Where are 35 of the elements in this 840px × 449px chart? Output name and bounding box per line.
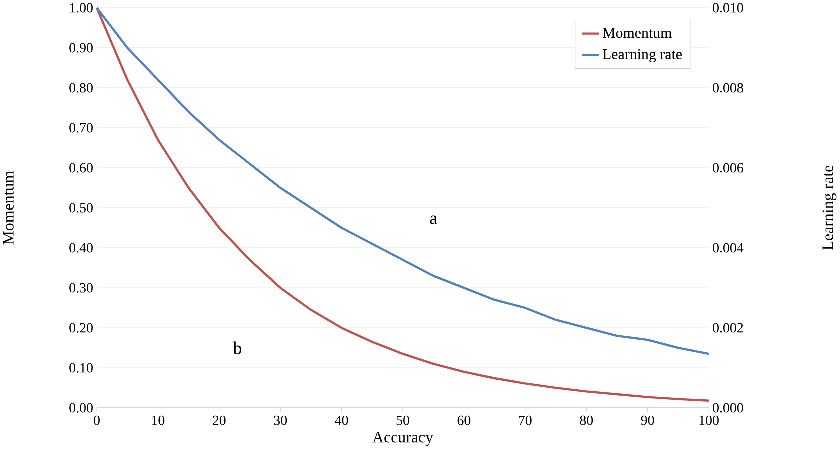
y-tick-label: 0.20: [70, 323, 93, 333]
y-tick-label: 0.60: [70, 163, 93, 173]
y2-tick-label: 0.008: [713, 83, 744, 93]
y2-tick-label: 0.010: [713, 3, 744, 13]
x-tick-label: 80: [580, 416, 594, 426]
y-axis-title: Momentum: [3, 171, 14, 245]
x-tick-label: 70: [519, 416, 532, 426]
x-tick-label: 30: [274, 416, 288, 426]
y-tick-label: 0.80: [70, 83, 93, 93]
x-tick-label: 40: [335, 416, 348, 426]
x-tick-label: 100: [700, 416, 719, 426]
x-tick-label: 90: [641, 416, 654, 426]
y2-tick-label: 0.006: [713, 163, 744, 173]
y2-tick-label: 0.004: [713, 243, 744, 253]
y-tick-label: 0.50: [70, 203, 93, 213]
annotation: b: [233, 342, 242, 354]
y-tick-label: 0.40: [70, 243, 93, 253]
x-tick-label: 50: [396, 416, 410, 426]
y-tick-label: 0.30: [70, 283, 93, 293]
y-tick-label: 0.10: [70, 363, 93, 373]
y2-tick-label: 0.002: [713, 323, 744, 333]
x-axis-title: Accuracy: [372, 432, 434, 446]
y-tick-label: 1.00: [70, 3, 93, 13]
annotation: a: [430, 216, 438, 224]
y-tick-label: 0.00: [70, 403, 93, 413]
y-tick-label: 0.90: [70, 43, 93, 53]
y2-tick-label: 0.000: [713, 403, 744, 413]
y-tick-label: 0.70: [70, 123, 93, 133]
y2-axis-title: Learning rate: [822, 166, 837, 250]
x-tick-label: 0: [94, 416, 100, 426]
legend-label: Momentum: [602, 28, 672, 38]
legend-label: Learning rate: [602, 49, 682, 62]
x-tick-label: 10: [152, 416, 165, 426]
x-tick-label: 20: [213, 416, 226, 426]
x-tick-label: 60: [458, 416, 471, 426]
